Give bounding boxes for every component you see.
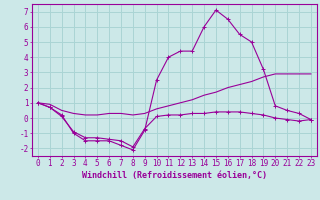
X-axis label: Windchill (Refroidissement éolien,°C): Windchill (Refroidissement éolien,°C): [82, 171, 267, 180]
